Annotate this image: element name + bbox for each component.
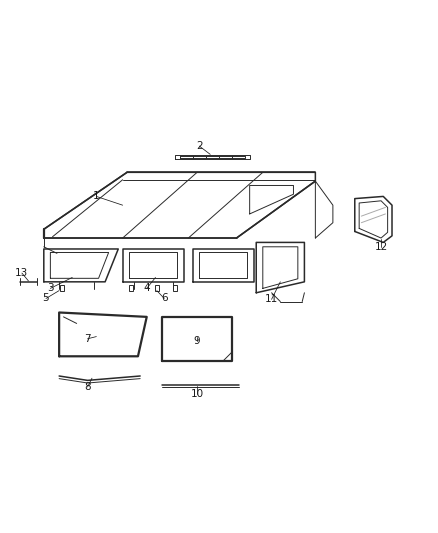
Text: 1: 1 [93, 191, 100, 201]
Text: 10: 10 [191, 389, 204, 399]
Text: 8: 8 [84, 382, 91, 392]
Text: 6: 6 [161, 294, 168, 303]
Text: 7: 7 [84, 334, 91, 344]
Text: 9: 9 [194, 336, 201, 346]
Bar [155, 285, 159, 290]
Bar [129, 285, 133, 290]
Text: 13: 13 [15, 268, 28, 278]
Bar [60, 285, 64, 290]
Text: 12: 12 [374, 242, 388, 252]
Bar [173, 285, 177, 290]
Text: 2: 2 [196, 141, 203, 151]
Text: 4: 4 [143, 284, 150, 293]
Text: 5: 5 [42, 294, 49, 303]
Text: 11: 11 [265, 294, 278, 304]
Text: 3: 3 [47, 284, 54, 293]
